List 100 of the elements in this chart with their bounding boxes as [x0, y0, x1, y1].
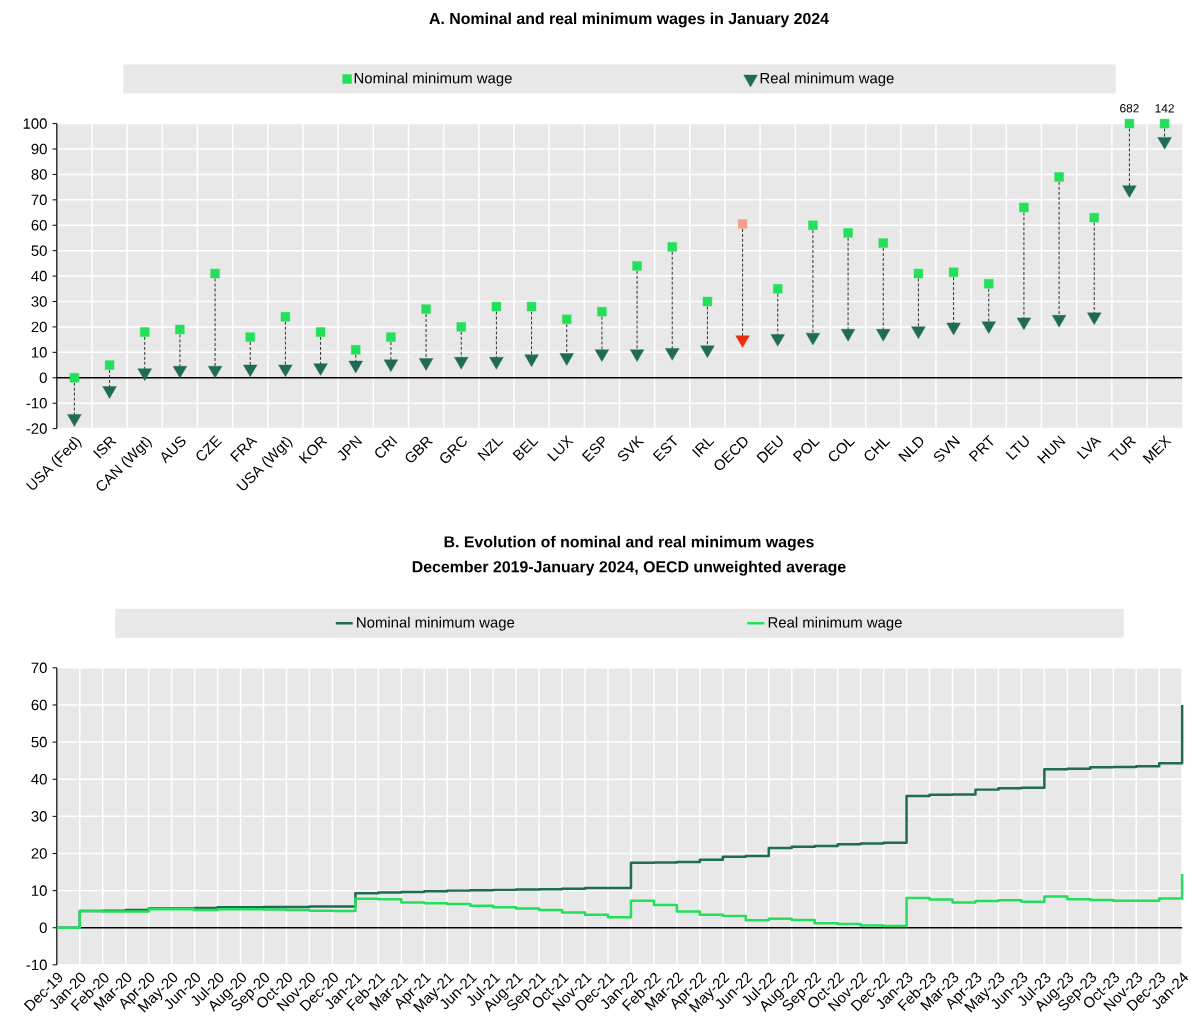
point: [280, 312, 291, 322]
point: [69, 373, 80, 383]
x-tick-label: COL: [828, 438, 856, 462]
point: [770, 334, 785, 347]
point: [243, 364, 258, 378]
point: [876, 329, 891, 342]
point: [773, 284, 783, 294]
point: [984, 279, 994, 289]
point: [948, 267, 959, 278]
point: [67, 414, 82, 427]
x-tick-label: NLD: [898, 437, 924, 463]
point: [175, 324, 185, 335]
chart-title: A. Nominal and real minimum wages in January 2024: [429, 12, 829, 28]
y-tick-label: -10: [26, 959, 47, 971]
point: [1052, 315, 1067, 328]
point: [489, 357, 504, 370]
point: [421, 304, 431, 314]
y-tick-label: 60: [31, 699, 47, 711]
point: [351, 345, 361, 355]
point: [911, 326, 926, 340]
point: [454, 357, 469, 370]
point: [1016, 317, 1031, 331]
point: [524, 354, 539, 367]
point: [1019, 202, 1029, 213]
point: [735, 335, 750, 348]
point: [102, 386, 117, 399]
point: [456, 322, 466, 332]
point: [559, 353, 574, 366]
x-tick-label: IRL: [691, 438, 715, 458]
point: [843, 228, 853, 238]
point: [104, 360, 115, 370]
point: [172, 366, 187, 379]
point: [210, 269, 220, 279]
point: [1122, 185, 1137, 198]
y-tick-label: 20: [31, 848, 47, 859]
point: [665, 348, 680, 361]
point: [491, 302, 502, 312]
point: [1087, 312, 1102, 326]
y-tick-label: 0: [39, 922, 47, 934]
point: [245, 332, 255, 342]
point: [383, 359, 398, 373]
point: [632, 261, 642, 271]
annotation: 682: [1120, 104, 1139, 113]
legend-label: Nominal minimum wage: [357, 616, 515, 631]
point: [630, 349, 645, 362]
y-tick-label: -10: [26, 398, 47, 409]
y-tick-label: 70: [31, 662, 47, 674]
point: [1124, 119, 1135, 129]
point: [808, 220, 818, 231]
y-tick-label: 10: [31, 885, 47, 897]
point: [526, 302, 537, 312]
y-tick-label: 100: [23, 118, 47, 129]
point: [878, 238, 888, 248]
y-tick-label: 20: [31, 321, 47, 333]
point: [700, 345, 715, 359]
y-tick-label: 30: [31, 296, 47, 307]
legend-label: Real minimum wage: [768, 616, 902, 631]
x-tick-label: LVA: [1076, 437, 1102, 460]
legend-label: Nominal minimum wage: [354, 72, 512, 87]
y-tick-label: 90: [31, 143, 47, 155]
y-tick-label: 50: [31, 736, 47, 748]
point: [667, 242, 677, 252]
y-tick-label: 40: [31, 270, 47, 282]
point: [1159, 119, 1170, 129]
point: [946, 322, 961, 336]
point: [702, 296, 713, 307]
x-tick-label: BEL: [512, 438, 539, 461]
x-tick-label: LTU: [1005, 435, 1029, 461]
y-tick-label: 80: [31, 169, 47, 180]
point: [597, 307, 607, 317]
point: [419, 358, 434, 371]
y-tick-label: 60: [31, 220, 47, 231]
x-tick-label: NZL: [477, 438, 504, 461]
legend-label: Real minimum wage: [760, 72, 894, 87]
y-tick-label: -20: [26, 423, 47, 435]
point: [313, 363, 328, 376]
point: [913, 269, 924, 279]
x-tick-label: POL: [792, 438, 820, 463]
point: [841, 329, 856, 342]
point: [140, 327, 150, 337]
point: [207, 366, 223, 379]
y-tick-label: 0: [39, 372, 47, 384]
point: [1054, 172, 1064, 182]
chart-subtitle: December 2019-January 2024, OECD unweighted average: [412, 560, 846, 576]
point: [278, 364, 293, 378]
annotation: 142: [1155, 104, 1174, 113]
point: [137, 368, 152, 381]
y-tick-label: 10: [31, 347, 47, 358]
point: [348, 361, 363, 374]
point: [737, 219, 748, 229]
point: [315, 327, 326, 337]
y-tick-label: 30: [31, 811, 47, 822]
chart-title: B. Evolution of nominal and real minimum wages: [444, 535, 814, 551]
point: [562, 314, 572, 325]
x-tick-label: ISR: [93, 436, 117, 459]
x-tick-label: CHL: [864, 438, 891, 461]
y-tick-label: 50: [31, 245, 47, 257]
point: [981, 321, 996, 334]
y-tick-label: 40: [31, 774, 47, 785]
x-tick-label: TUR: [1108, 436, 1137, 461]
